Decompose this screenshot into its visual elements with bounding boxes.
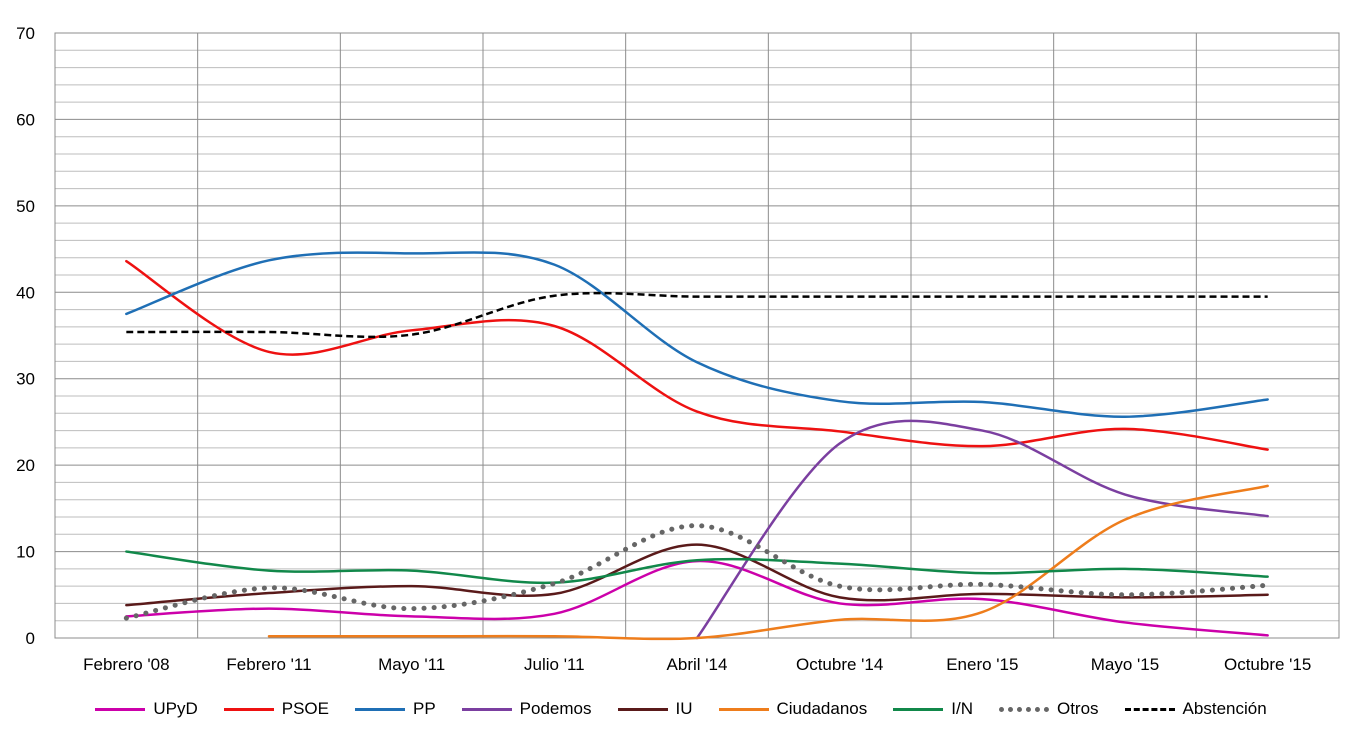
x-tick-label: Enero '15 bbox=[946, 655, 1018, 674]
x-tick-label: Abril '14 bbox=[667, 655, 728, 674]
chart-legend: UPyD PSOE PP Podemos IU Ciudadanos I/N Otros Abs… bbox=[0, 693, 1362, 725]
legend-label: PSOE bbox=[281, 699, 329, 718]
y-tick-label: 60 bbox=[16, 110, 35, 129]
legend-item-ciudadanos: Ciudadanos bbox=[718, 699, 868, 719]
series-line-pp bbox=[125, 251, 1269, 418]
legend-label: Otros bbox=[1056, 699, 1099, 718]
series-line-otros bbox=[123, 523, 1271, 621]
legend-item-abstencion: Abstención bbox=[1124, 699, 1267, 719]
legend-swatch bbox=[354, 707, 405, 711]
legend-item-pp: PP bbox=[354, 699, 436, 719]
legend-item-upyd: UPyD bbox=[95, 699, 198, 719]
legend-swatch bbox=[998, 706, 1049, 712]
series-line-i-n bbox=[125, 550, 1269, 585]
x-tick-label: Mayo '15 bbox=[1091, 655, 1159, 674]
legend-swatch bbox=[461, 707, 512, 711]
legend-swatch bbox=[1124, 707, 1175, 711]
plot-area-border bbox=[54, 32, 1340, 639]
y-tick-label: 0 bbox=[26, 629, 35, 648]
y-tick-label: 70 bbox=[16, 24, 35, 43]
series-line-ciudadanos bbox=[267, 484, 1269, 641]
x-tick-label: Febrero '11 bbox=[226, 655, 311, 674]
legend-swatch bbox=[718, 707, 769, 711]
legend-label: PP bbox=[412, 699, 436, 718]
legend-item-iu: IU bbox=[617, 699, 693, 719]
series-lines bbox=[123, 251, 1271, 641]
y-tick-label: 10 bbox=[16, 543, 35, 562]
legend-swatch bbox=[617, 707, 668, 711]
legend-item-otros: Otros bbox=[998, 699, 1099, 719]
legend-label: IU bbox=[675, 699, 693, 718]
legend-swatch bbox=[95, 707, 146, 711]
y-tick-label: 30 bbox=[16, 370, 35, 389]
series-line-psoe bbox=[125, 259, 1269, 451]
series-line-abstencion bbox=[126, 291, 1268, 339]
legend-item-podemos: Podemos bbox=[461, 699, 592, 719]
y-tick-label: 40 bbox=[16, 283, 35, 302]
series-line-iu bbox=[125, 543, 1269, 607]
x-tick-label: Julio '11 bbox=[524, 655, 585, 674]
legend-swatch bbox=[893, 707, 944, 711]
x-tick-label: Mayo '11 bbox=[378, 655, 445, 674]
x-tick-label: Octubre '15 bbox=[1224, 655, 1311, 674]
axis-tick-labels: 0 10 20 30 40 50 60 70 Febrero '08 Febrero '11 May… bbox=[16, 24, 1311, 674]
grid-lines bbox=[54, 32, 1340, 639]
y-tick-label: 50 bbox=[16, 197, 35, 216]
legend-label: Ciudadanos bbox=[776, 699, 868, 718]
y-tick-label: 20 bbox=[16, 456, 35, 475]
x-tick-label: Octubre '14 bbox=[796, 655, 883, 674]
legend-label: I/N bbox=[951, 699, 973, 718]
legend-label: Abstención bbox=[1182, 699, 1267, 718]
x-tick-label: Febrero '08 bbox=[83, 655, 169, 674]
series-line-podemos bbox=[695, 419, 1269, 640]
legend-label: UPyD bbox=[153, 699, 198, 718]
legend-label: Podemos bbox=[519, 699, 592, 718]
legend-item-psoe: PSOE bbox=[223, 699, 329, 719]
legend-item-i-n: I/N bbox=[893, 699, 973, 719]
legend-swatch bbox=[223, 707, 274, 711]
